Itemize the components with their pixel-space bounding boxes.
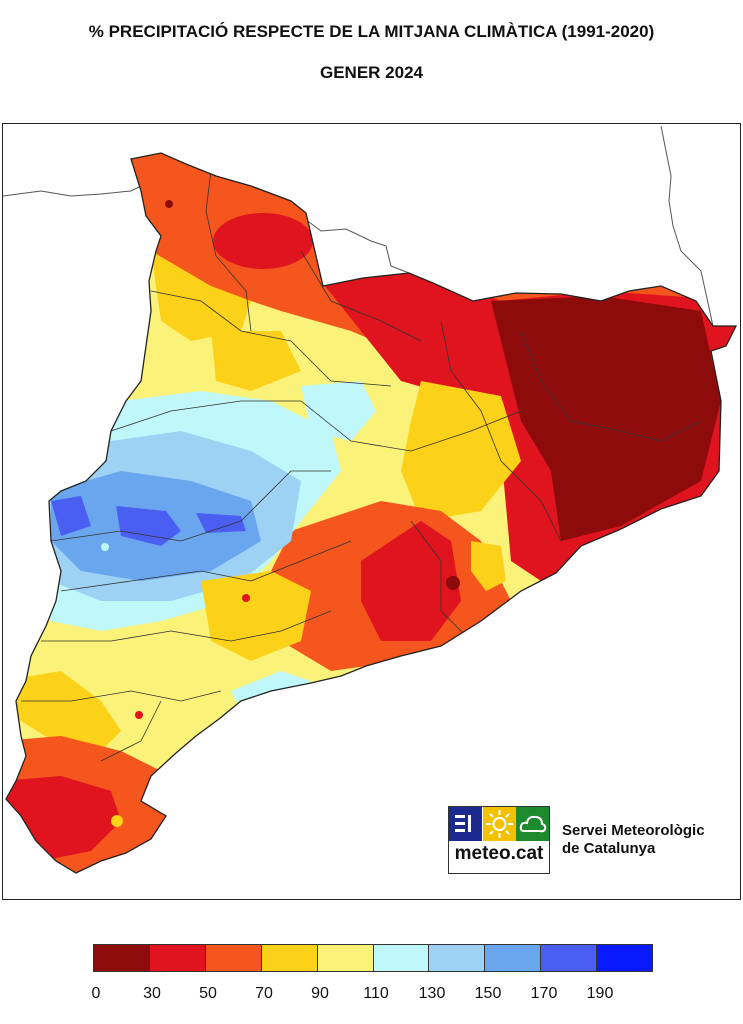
legend-tick-50: 50 xyxy=(199,985,217,1002)
legend-tick-170: 170 xyxy=(530,985,558,1002)
legend-swatch-2 xyxy=(205,945,262,971)
legend-tick-90: 90 xyxy=(311,985,329,1002)
legend-swatch-7 xyxy=(485,945,542,971)
sun-icon xyxy=(483,807,516,841)
legend-tick-190: 190 xyxy=(586,985,614,1002)
county-boundaries-icon xyxy=(21,170,702,762)
org-name-line1: Servei Meteorològic xyxy=(562,822,705,839)
logo-text: meteo.cat xyxy=(454,843,544,864)
precipitation-zones xyxy=(6,153,736,873)
legend-tick-110: 110 xyxy=(363,985,389,1002)
legend-swatch-4 xyxy=(317,945,374,971)
legend-tick-0: 0 xyxy=(91,985,101,1002)
lines-icon xyxy=(449,807,482,841)
precipitation-map xyxy=(3,125,737,874)
map-subtitle: GENER 2024 xyxy=(320,63,423,82)
legend-swatch-1 xyxy=(149,945,206,971)
legend-swatch-3 xyxy=(261,945,318,971)
legend-tick-150: 150 xyxy=(474,985,502,1002)
map-title: % PRECIPITACIÓ RESPECTE DE LA MITJANA CL… xyxy=(88,22,655,41)
map-frame xyxy=(2,123,741,900)
legend-swatch-5 xyxy=(373,945,430,971)
cloud-icon xyxy=(516,807,549,841)
legend-swatch-0 xyxy=(94,945,150,971)
legend-tick-70: 70 xyxy=(255,985,273,1002)
org-name-line2: de Catalunya xyxy=(562,840,656,857)
neighbor-borders-icon xyxy=(3,125,714,327)
legend-tick-130: 130 xyxy=(418,985,446,1002)
legend-swatch-6 xyxy=(429,945,486,971)
legend-swatch-9 xyxy=(597,945,653,971)
meteocat-logo: meteo.cat xyxy=(448,806,550,874)
color-legend xyxy=(93,944,653,972)
legend-tick-30: 30 xyxy=(143,985,161,1002)
legend-swatch-8 xyxy=(541,945,598,971)
